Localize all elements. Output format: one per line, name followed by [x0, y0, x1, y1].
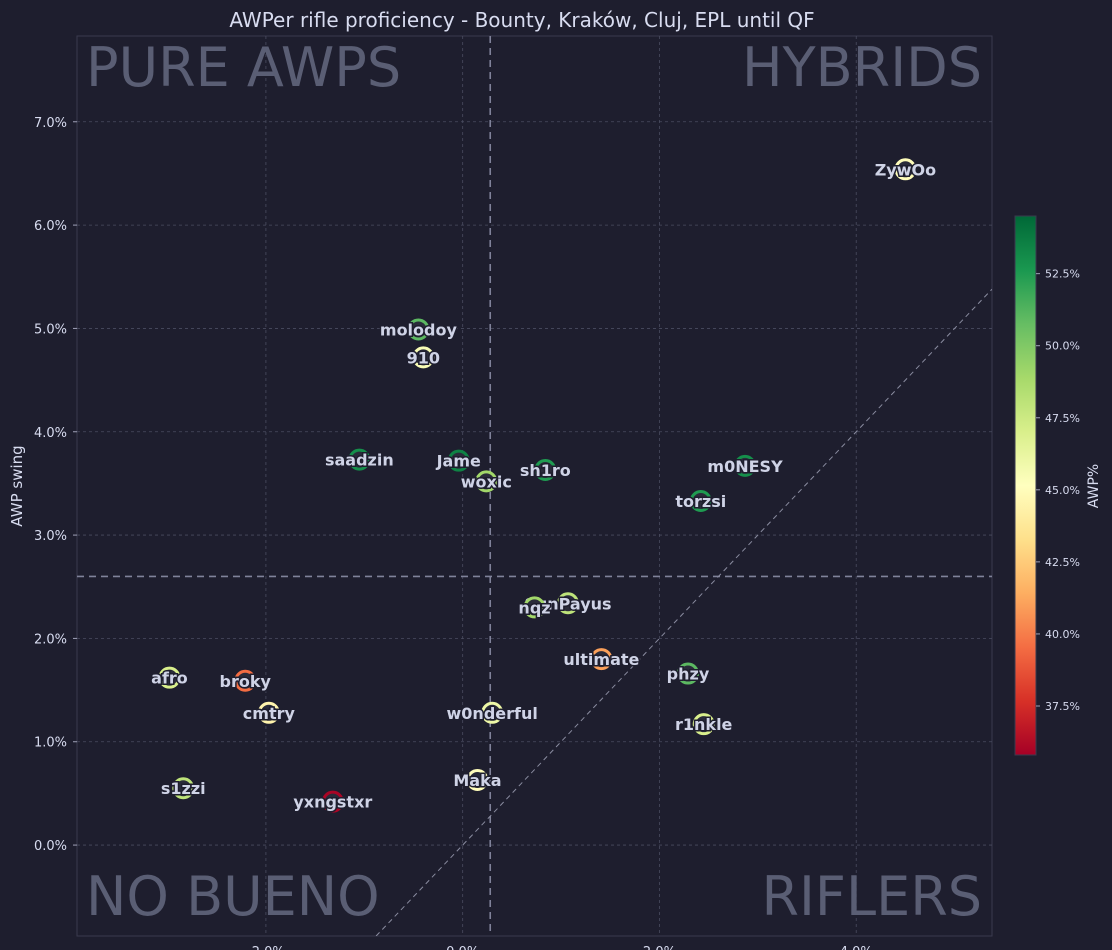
- point-910: [412, 346, 435, 369]
- plot-area: [76, 35, 993, 937]
- diagonal-line: [375, 288, 992, 936]
- quadrant-label-hybrids: HYBRIDS: [742, 36, 982, 99]
- y-tick-label: 0.0%: [34, 839, 67, 854]
- point-label-afro: afro: [151, 669, 188, 688]
- y-tick-label: 7.0%: [34, 116, 67, 131]
- colorbar: 37.5% 40.0% 42.5% 45.0% 47.5% 50.0% 52.5% AWP%: [1014, 215, 1102, 756]
- point-label-w0nderful: w0nderful: [447, 704, 538, 723]
- reference-lines: [77, 36, 992, 936]
- quadrant-label-riflers: RIFLERS: [761, 865, 982, 928]
- colorbar-gradient: [1014, 215, 1037, 756]
- point-ultimate: [590, 648, 613, 671]
- point-label-jame: Jame: [436, 452, 481, 471]
- point-label-m0nesy: m0NESY: [707, 457, 783, 476]
- x-tick-label: 0.0%: [446, 945, 479, 950]
- point-label-r1nkle: r1nkle: [675, 715, 733, 734]
- x-tick-label: -2.0%: [247, 945, 285, 950]
- point-broky: [234, 669, 257, 692]
- point-w0nderful: [481, 701, 504, 724]
- point-label-cmtry: cmtry: [243, 704, 296, 723]
- point-sh1ro: [534, 458, 557, 481]
- point-woxic: [475, 470, 498, 493]
- colorbar-tick-label: 42.5%: [1045, 556, 1080, 569]
- colorbar-tick-label: 50.0%: [1045, 340, 1080, 353]
- point-label-phzy: phzy: [667, 665, 710, 684]
- y-tick-label: 4.0%: [34, 426, 67, 441]
- point-saadzin: [348, 448, 371, 471]
- point-maka: [466, 768, 489, 791]
- x-tick-label: 2.0%: [643, 945, 676, 950]
- colorbar-tick-label: 37.5%: [1045, 700, 1080, 713]
- y-tick-label: 3.0%: [34, 529, 67, 544]
- point-torzsi: [689, 489, 712, 512]
- y-tick-label: 5.0%: [34, 322, 67, 337]
- colorbar-tick-label: 40.0%: [1045, 628, 1080, 641]
- point-label-woxic: woxic: [461, 472, 512, 491]
- point-label-sunpayus: SunPayus: [524, 594, 611, 613]
- chart-title: AWPer rifle proficiency - Bounty, Kraków…: [229, 8, 814, 32]
- point-m0nesy: [734, 454, 757, 477]
- y-tick-label: 2.0%: [34, 632, 67, 647]
- point-jame: [447, 449, 470, 472]
- gridlines: [77, 36, 992, 936]
- colorbar-tick-label: 45.0%: [1045, 484, 1080, 497]
- point-label-910: 910: [407, 348, 440, 367]
- point-label-torzsi: torzsi: [675, 492, 726, 511]
- point-sunpayus: [556, 592, 579, 615]
- point-label-yxngstxr: yxngstxr: [293, 793, 372, 812]
- point-label-saadzin: saadzin: [325, 451, 394, 470]
- colorbar-tick-label: 52.5%: [1045, 268, 1080, 281]
- quadrant-label-no-bueno: NO BUENO: [86, 865, 380, 928]
- point-label-s1zzi: s1zzi: [161, 779, 206, 798]
- point-label-nqz: nqz: [518, 598, 550, 617]
- point-r1nkle: [692, 713, 715, 736]
- point-phzy: [676, 662, 699, 685]
- x-axis-ticks: -2.0% 0.0% 2.0% 4.0%: [247, 945, 873, 950]
- colorbar-label: AWP%: [1086, 464, 1102, 508]
- y-tick-label: 6.0%: [34, 219, 67, 234]
- point-label-molodoy: molodoy: [380, 320, 458, 339]
- point-molodoy: [407, 318, 430, 341]
- point-label-ultimate: ultimate: [563, 650, 639, 669]
- y-axis-label: AWP swing: [8, 445, 26, 526]
- point-label-maka: Maka: [453, 771, 501, 790]
- quadrant-label-pure-awps: PURE AWPS: [86, 36, 401, 99]
- quadrant-labels: PURE AWPS HYBRIDS NO BUENO RIFLERS: [86, 36, 982, 928]
- point-label-sh1ro: sh1ro: [520, 461, 571, 480]
- point-label-broky: broky: [220, 672, 272, 691]
- colorbar-tick-label: 47.5%: [1045, 412, 1080, 425]
- colorbar-ticks: 37.5% 40.0% 42.5% 45.0% 47.5% 50.0% 52.5%: [1036, 268, 1080, 713]
- y-axis-ticks: 0.0% 1.0% 2.0% 3.0% 4.0% 5.0% 6.0% 7.0%: [34, 116, 77, 854]
- point-label-zywoo: ZywOo: [875, 160, 936, 179]
- y-tick-label: 1.0%: [34, 736, 67, 751]
- point-nqz: [523, 596, 546, 619]
- point-yxngstxr: [321, 790, 344, 813]
- x-tick-label: 4.0%: [840, 945, 873, 950]
- point-s1zzi: [172, 777, 195, 800]
- point-zywoo: [894, 158, 917, 181]
- point-cmtry: [257, 701, 280, 724]
- point-afro: [158, 666, 181, 689]
